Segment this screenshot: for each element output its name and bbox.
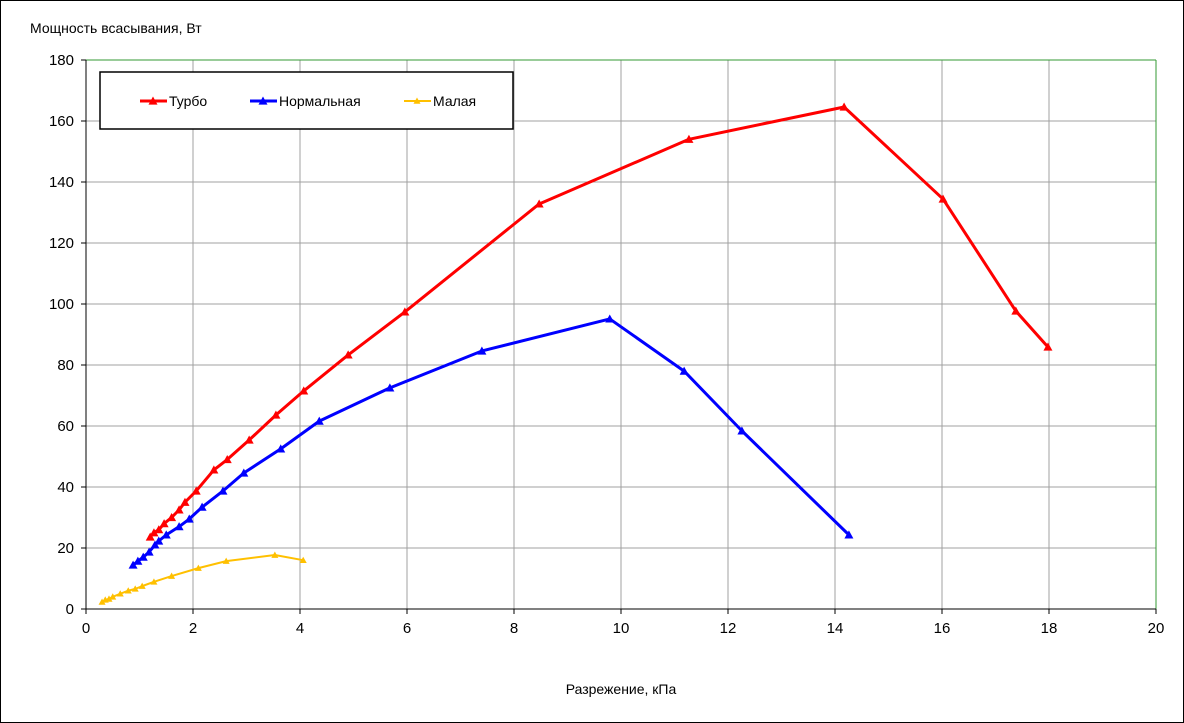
data-point	[679, 366, 689, 375]
legend-swatch-marker	[258, 96, 268, 105]
data-point	[161, 530, 171, 539]
data-point	[605, 314, 615, 323]
x-tick-label: 2	[189, 620, 197, 637]
y-tick-label: 120	[49, 235, 74, 252]
legend-swatch-marker	[148, 96, 158, 105]
data-point	[839, 102, 849, 111]
data-point	[1011, 306, 1021, 315]
axis-ticks: 0 2 4 6 8 10 12 14 16 18 20 0 20 40 60 80 100 120 140 160 18…	[49, 52, 1164, 637]
data-point	[218, 486, 228, 495]
data-point	[276, 444, 286, 453]
x-tick-label: 0	[82, 620, 90, 637]
series-line-2	[101, 554, 304, 603]
x-tick-label: 20	[1148, 620, 1165, 637]
data-point	[737, 426, 747, 435]
data-point	[149, 528, 159, 537]
data-point	[239, 468, 249, 477]
data-point	[167, 513, 177, 522]
data-point	[145, 532, 155, 541]
y-tick-label: 180	[49, 52, 74, 69]
y-tick-label: 160	[49, 113, 74, 130]
x-tick-label: 8	[510, 620, 518, 637]
data-point	[197, 502, 207, 511]
data-point	[159, 519, 169, 528]
legend-swatch-marker	[413, 97, 421, 104]
x-tick-label: 10	[613, 620, 630, 637]
x-tick-label: 4	[296, 620, 304, 637]
x-tick-label: 16	[934, 620, 951, 637]
data-point	[184, 514, 194, 523]
data-point	[124, 587, 132, 594]
data-point	[299, 386, 309, 395]
data-point	[128, 560, 138, 569]
data-point	[105, 595, 113, 602]
data-point	[133, 556, 143, 565]
data-point	[400, 307, 410, 316]
data-point	[222, 557, 230, 564]
data-point	[154, 525, 164, 534]
grid	[85, 59, 1157, 610]
data-point	[477, 346, 487, 355]
y-tick-label: 100	[49, 296, 74, 313]
data-point	[116, 590, 124, 597]
data-point	[191, 486, 201, 495]
y-tick-label: 20	[57, 540, 74, 557]
data-point	[154, 536, 164, 545]
y-tick-label: 140	[49, 174, 74, 191]
series-group	[98, 102, 1053, 605]
data-point	[385, 383, 395, 392]
data-point	[131, 585, 139, 592]
x-tick-label: 18	[1041, 620, 1058, 637]
legend: Турбо Нормальная Малая	[99, 71, 514, 130]
data-point	[1043, 342, 1053, 351]
data-point	[174, 522, 184, 531]
legend-label: Нормальная	[279, 93, 361, 109]
legend-label: Турбо	[169, 93, 207, 109]
data-point	[844, 530, 854, 539]
data-point	[684, 134, 694, 143]
data-point	[109, 593, 117, 600]
legend-label: Малая	[433, 93, 476, 109]
data-point	[168, 572, 176, 579]
data-point	[209, 465, 219, 474]
data-point	[150, 578, 158, 585]
data-point	[194, 564, 202, 571]
x-axis-label: Разрежение, кПа	[566, 681, 677, 697]
y-tick-label: 60	[57, 418, 74, 435]
data-point	[138, 552, 148, 561]
x-tick-label: 12	[720, 620, 737, 637]
data-point	[144, 547, 154, 556]
y-tick-label: 40	[57, 479, 74, 496]
data-point	[343, 350, 353, 359]
x-tick-label: 14	[827, 620, 844, 637]
data-point	[271, 551, 279, 558]
data-point	[244, 435, 254, 444]
data-point	[938, 194, 948, 203]
data-point	[180, 497, 190, 506]
legend-box	[99, 71, 514, 130]
series-line-1	[132, 317, 850, 567]
y-axis-label: Мощность всасывания, Вт	[30, 20, 202, 36]
y-tick-label: 0	[66, 601, 74, 618]
data-point	[174, 505, 184, 514]
data-point	[534, 199, 544, 208]
x-tick-label: 6	[403, 620, 411, 637]
data-point	[138, 582, 146, 589]
data-point	[271, 410, 281, 419]
y-tick-label: 80	[57, 357, 74, 374]
data-point	[222, 455, 232, 464]
data-point	[98, 598, 106, 605]
data-point	[314, 416, 324, 425]
data-point	[299, 556, 307, 563]
